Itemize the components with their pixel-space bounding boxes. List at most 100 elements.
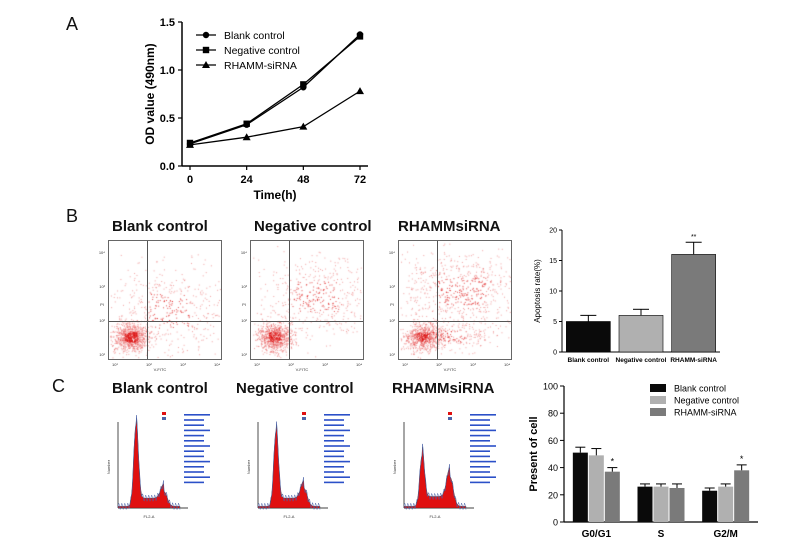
flow-x-decade: 10² (288, 362, 294, 367)
hist-stats-line (184, 445, 210, 447)
a-legend-label: Negative control (224, 45, 300, 57)
hist-stats-line (324, 476, 350, 478)
b-y-tick-label: 10 (549, 289, 557, 296)
hist-stats-line (470, 414, 496, 416)
a-series-line-1 (189, 35, 361, 144)
flow-x-label: V-FITC (154, 367, 167, 372)
c-bar (718, 486, 734, 522)
hist-stats-line (470, 440, 490, 442)
flow-x-decade: 10³ (322, 362, 328, 367)
flow-x-decade: 10¹ (402, 362, 408, 367)
hist-stats-line (324, 440, 344, 442)
hist-stats-line (324, 419, 344, 421)
hist-y-label: Number (106, 459, 111, 474)
hist-stats-line (324, 481, 344, 484)
hist-stats-line (184, 429, 210, 432)
flow-y-decade: 10⁴ (241, 250, 247, 255)
cell-cycle-bar-chart: 0 20 40 60 80 100 Present of cell G0/G1 * S G2/M * B… (528, 382, 758, 540)
flow-y-decade: 10³ (99, 284, 105, 289)
b-y-tick-label: 5 (553, 319, 557, 326)
c-bar (669, 488, 685, 522)
flow-x-decade: 10¹ (112, 362, 118, 367)
hist-outline (117, 415, 181, 511)
a-legend-label: RHAMM-siRNA (224, 60, 297, 72)
a-data-point (186, 140, 194, 148)
flow-x-decade: 10³ (180, 362, 186, 367)
flow-x-label: V-FITC (444, 367, 457, 372)
c-significance: * (611, 457, 615, 467)
flow-y-decade: 10¹ (99, 352, 105, 357)
b-bar (671, 254, 716, 353)
hist-title-negative: Negative control (236, 380, 354, 397)
flow-plot-negative (250, 240, 364, 360)
flow-y-label: PI (390, 302, 394, 307)
hist-legend-swatch (302, 412, 306, 415)
growth-line-chart: 0.0 0.5 1.0 1.5 0 24 48 72 Time(h) OD value (490n… (143, 17, 368, 202)
b-y-tick-label: 0 (553, 350, 557, 357)
a-x-tick-label: 72 (354, 174, 366, 186)
a-data-point (356, 87, 364, 95)
hist-stats-line (184, 450, 204, 452)
a-x-tick-label: 48 (297, 174, 309, 186)
b-category-label: RHAMM-siRNA (670, 357, 717, 364)
flow-title-blank: Blank control (112, 218, 208, 235)
a-x-tick-label: 0 (187, 174, 193, 186)
a-y-axis-label: OD value (490nm) (143, 43, 157, 144)
flow-x-decade: 10⁴ (356, 362, 362, 367)
a-y-tick-label: 1.5 (160, 17, 175, 29)
a-data-point (299, 122, 308, 130)
hist-fill (117, 418, 181, 509)
hist-legend-swatch (302, 417, 306, 420)
c-category-label: G0/G1 (582, 529, 612, 540)
c-legend-label: Negative control (674, 396, 739, 406)
flow-x-decade: 10⁴ (504, 362, 510, 367)
hist-x-label: FL2-A (284, 514, 295, 519)
flow-y-decade: 10² (389, 318, 395, 323)
c-y-tick-label: 80 (548, 409, 558, 419)
flow-x-decade: 10² (146, 362, 152, 367)
hist-stats-line (184, 434, 204, 437)
hist-stats-line (470, 455, 490, 458)
hist-stats-line (470, 424, 490, 426)
c-bar (588, 455, 604, 522)
hist-stats-line (470, 471, 490, 473)
c-y-tick-label: 0 (553, 518, 558, 528)
c-y-tick-label: 60 (548, 436, 558, 446)
flow-y-decade: 10¹ (389, 352, 395, 357)
b-bar (618, 315, 664, 353)
hist-stats-line (324, 424, 344, 426)
hist-stats-line (324, 434, 344, 437)
hist-stats-line (184, 414, 210, 416)
flow-x-label: V-FITC (296, 367, 309, 372)
hist-stats-line (470, 476, 496, 478)
flow-dots-rhamm (399, 241, 511, 359)
flow-title-rhamm: RHAMMsiRNA (398, 218, 501, 235)
panel-letter-b: B (66, 206, 79, 226)
c-bar (637, 486, 653, 522)
c-bar (653, 486, 669, 522)
hist-outline (257, 421, 321, 511)
b-category-label: Negative control (616, 357, 667, 364)
hist-stats-line (184, 419, 204, 421)
hist-legend-swatch (162, 417, 166, 420)
c-y-axis-label: Present of cell (528, 416, 540, 491)
hist-stats-line (470, 419, 490, 421)
apoptosis-bar-chart: 0 5 10 15 20 Apoptosis rate(%) Blank control Ne… (533, 228, 720, 364)
hist-stats-line (184, 476, 210, 478)
hist-stats-line (184, 455, 204, 458)
c-legend-label: RHAMM-siRNA (674, 408, 737, 418)
flow-y-label: PI (242, 302, 246, 307)
c-legend-swatch (650, 384, 666, 392)
a-legend-marker (202, 61, 210, 68)
a-y-tick-label: 1.0 (160, 65, 175, 77)
c-legend-swatch (650, 408, 666, 416)
c-category-label: G2/M (713, 529, 737, 540)
a-legend-marker (202, 31, 210, 39)
hist-stats-line (184, 460, 210, 463)
hist-title-blank: Blank control (112, 380, 208, 397)
cell-cycle-hist-blank: FL2-A Number (104, 404, 220, 522)
cell-cycle-hist-rhamm: FL2-A Number (390, 404, 506, 522)
a-x-axis-label: Time(h) (253, 188, 296, 202)
c-significance: * (740, 454, 744, 464)
c-legend-label: Blank control (674, 384, 726, 394)
